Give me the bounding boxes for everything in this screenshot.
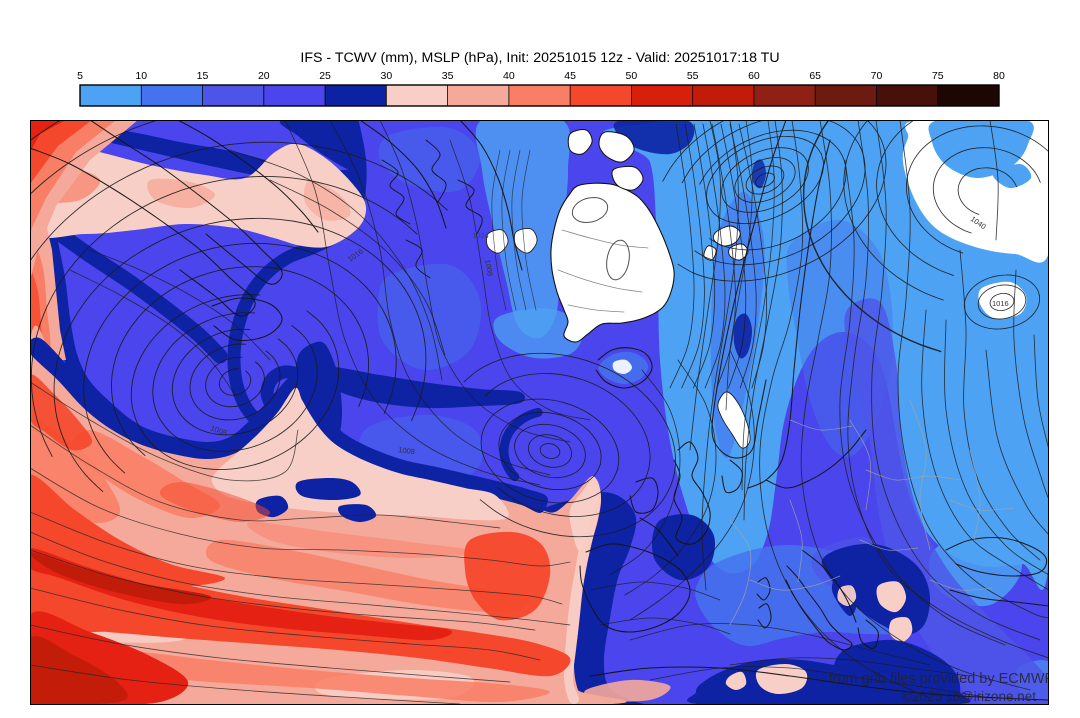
svg-text:from grib files provided by EC: from grib files provided by ECMWF <box>829 671 1054 687</box>
svg-text:45: 45 <box>564 70 576 82</box>
svg-text:80: 80 <box>993 70 1005 82</box>
svg-text:1008: 1008 <box>398 445 416 456</box>
svg-text:55: 55 <box>687 70 699 82</box>
svg-text:60: 60 <box>748 70 760 82</box>
svg-text:65: 65 <box>809 70 821 82</box>
svg-text:35: 35 <box>442 70 454 82</box>
svg-text:20: 20 <box>258 70 270 82</box>
svg-text:1016: 1016 <box>992 299 1009 308</box>
svg-text:40: 40 <box>503 70 515 82</box>
svg-text:75: 75 <box>932 70 944 82</box>
svg-text:25: 25 <box>319 70 331 82</box>
svg-text:30: 30 <box>380 70 392 82</box>
svg-text:50: 50 <box>626 70 638 82</box>
svg-text:1024: 1024 <box>472 231 489 240</box>
svg-text:©2025 sb@irizone.net: ©2025 sb@irizone.net <box>902 689 1036 704</box>
svg-text:70: 70 <box>871 70 883 82</box>
svg-text:10: 10 <box>135 70 147 82</box>
svg-text:5: 5 <box>77 70 83 82</box>
svg-text:15: 15 <box>197 70 209 82</box>
svg-text:1008: 1008 <box>483 259 495 277</box>
